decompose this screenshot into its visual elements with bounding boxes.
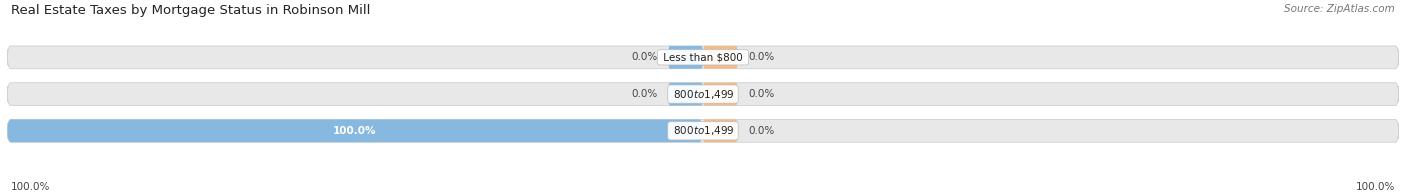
Text: 0.0%: 0.0% <box>748 89 775 99</box>
FancyBboxPatch shape <box>703 83 738 105</box>
FancyBboxPatch shape <box>7 119 703 142</box>
FancyBboxPatch shape <box>668 46 703 69</box>
Text: $800 to $1,499: $800 to $1,499 <box>671 124 735 137</box>
FancyBboxPatch shape <box>7 46 1399 69</box>
Text: Source: ZipAtlas.com: Source: ZipAtlas.com <box>1284 4 1395 14</box>
Text: 0.0%: 0.0% <box>631 89 658 99</box>
Text: Less than $800: Less than $800 <box>659 52 747 62</box>
FancyBboxPatch shape <box>7 119 1399 142</box>
FancyBboxPatch shape <box>7 83 1399 105</box>
Text: Real Estate Taxes by Mortgage Status in Robinson Mill: Real Estate Taxes by Mortgage Status in … <box>11 4 371 17</box>
Text: $800 to $1,499: $800 to $1,499 <box>671 88 735 101</box>
Text: 100.0%: 100.0% <box>11 182 51 192</box>
Text: 100.0%: 100.0% <box>333 126 377 136</box>
Text: 100.0%: 100.0% <box>1355 182 1395 192</box>
FancyBboxPatch shape <box>703 119 738 142</box>
Text: 0.0%: 0.0% <box>748 52 775 62</box>
Text: 0.0%: 0.0% <box>631 52 658 62</box>
FancyBboxPatch shape <box>668 83 703 105</box>
Legend: Without Mortgage, With Mortgage: Without Mortgage, With Mortgage <box>593 194 813 196</box>
Text: 0.0%: 0.0% <box>748 126 775 136</box>
FancyBboxPatch shape <box>703 46 738 69</box>
